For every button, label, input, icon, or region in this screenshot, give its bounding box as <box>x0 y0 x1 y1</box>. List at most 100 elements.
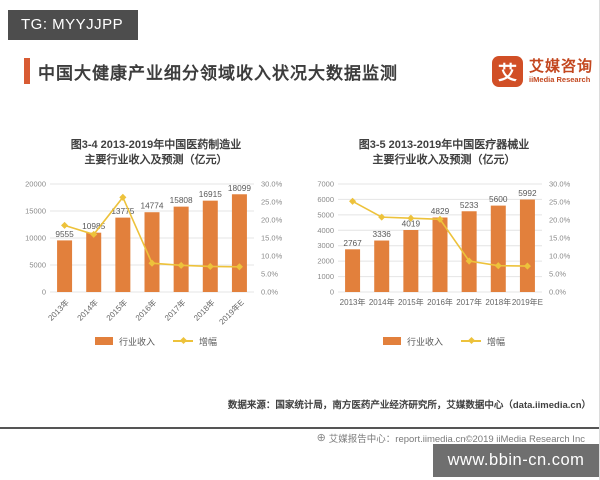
legend-line-label: 增幅 <box>199 336 218 347</box>
bar-value-label: 10985 <box>82 221 105 231</box>
y-right-tick: 0.0% <box>549 287 566 296</box>
chart-title: 图3-4 2013-2019年中国医药制造业 主要行业收入及预测（亿元） <box>10 138 302 168</box>
bar <box>173 206 189 292</box>
chart-medical-devices: 图3-5 2013-2019年中国医疗器械业 主要行业收入及预测（亿元） 700… <box>298 138 590 348</box>
bar <box>345 248 361 292</box>
legend-line-swatch <box>173 337 193 345</box>
y-right-tick: 15.0% <box>261 233 283 242</box>
legend-bar-swatch <box>382 337 401 346</box>
y-left-tick: 0 <box>42 287 46 296</box>
bar-value-label: 2767 <box>343 237 362 247</box>
report-center-footer: ⊕ 艾媒报告中心：report.iimedia.cn©2019 iiMedia … <box>317 431 585 445</box>
line-marker <box>465 257 473 265</box>
chart-pharma-plot: 20000 15000 10000 5000 0 30.0% 25.0% 20.0% 15.0%… <box>25 179 283 326</box>
chart-title-line1: 图3-4 2013-2019年中国医药制造业 <box>70 139 242 151</box>
chart-pharma-manufacturing: 图3-4 2013-2019年中国医药制造业 主要行业收入及预测（亿元） 200… <box>10 138 302 348</box>
data-source: 数据来源：国家统计局，南方医药产业经济研究所，艾媒数据中心（data.iimed… <box>227 400 591 411</box>
report-center-text: 艾媒报告中心：report.iimedia.cn©2019 iiMedia Re… <box>328 434 585 445</box>
bar <box>115 217 131 292</box>
chart-title: 图3-5 2013-2019年中国医疗器械业 主要行业收入及预测（亿元） <box>298 138 590 168</box>
bar-value-label: 3336 <box>372 229 391 239</box>
y-right-tick: 20.0% <box>261 215 283 224</box>
chart-title-line1: 图3-5 2013-2019年中国医疗器械业 <box>358 139 530 151</box>
x-tick-label: 2014年 <box>369 297 395 307</box>
legend-line-swatch <box>461 337 481 345</box>
bar-value-label: 5233 <box>460 199 479 209</box>
bar <box>374 240 390 292</box>
chart-devices-plot: 7000 6000 5000 4000 3000 2000 1000 0 30.0% 25.0% 2… <box>317 179 571 307</box>
y-left-tick: 10000 <box>25 233 46 242</box>
y-left-tick: 0 <box>330 287 334 296</box>
y-left-tick: 5000 <box>29 260 46 269</box>
globe-icon: ⊕ <box>316 431 326 444</box>
bar <box>461 210 477 292</box>
y-left-tick: 5000 <box>317 210 334 219</box>
chart-legend: 行业收入 增幅 <box>10 335 302 348</box>
bar-value-label: 15808 <box>170 195 193 205</box>
x-tick-label: 2018年 <box>485 297 511 307</box>
y-right-tick: 15.0% <box>549 233 571 242</box>
line-marker <box>349 197 357 205</box>
y-right-tick: 5.0% <box>261 269 278 278</box>
y-right-tick: 20.0% <box>549 215 571 224</box>
x-tick-label: 2017年 <box>456 297 482 307</box>
y-right-tick: 5.0% <box>549 269 566 278</box>
y-left-tick: 2000 <box>317 256 334 265</box>
bar <box>202 200 218 292</box>
bar <box>490 205 506 292</box>
bar <box>231 193 247 292</box>
bar-value-label: 4019 <box>402 218 421 228</box>
legend-bar-label: 行业收入 <box>406 336 443 347</box>
logo-name-cn: 艾媒咨询 <box>529 57 594 75</box>
x-tick-label: 2018年 <box>191 297 216 322</box>
bar-value-label: 14774 <box>140 200 163 210</box>
x-tick-label: 2013年 <box>46 297 71 322</box>
bar <box>403 229 419 292</box>
y-right-tick: 30.0% <box>261 179 283 188</box>
y-left-tick: 15000 <box>25 206 46 215</box>
y-right-tick: 10.0% <box>549 251 571 260</box>
tg-badge-label: TG: MYYJJPP <box>21 16 124 33</box>
bar <box>57 240 73 292</box>
y-right-tick: 25.0% <box>549 197 571 206</box>
bar-value-label: 16915 <box>199 189 222 199</box>
x-tick-label: 2017年 <box>162 297 187 322</box>
y-left-tick: 4000 <box>317 225 334 234</box>
tg-badge: TG: MYYJJPP <box>8 10 138 40</box>
bar-value-label: 5600 <box>489 194 508 204</box>
x-tick-label: 2014年 <box>75 297 100 322</box>
legend-bar-swatch <box>94 337 113 346</box>
x-tick-label: 2019年E <box>217 297 246 326</box>
y-left-tick: 3000 <box>317 241 334 250</box>
chart-legend: 行业收入 增幅 <box>298 335 590 348</box>
legend-line-label: 增幅 <box>487 336 506 347</box>
x-tick-label: 2019年E <box>512 297 543 307</box>
y-left-tick: 6000 <box>317 195 334 204</box>
bar <box>519 199 535 292</box>
x-tick-label: 2016年 <box>133 297 158 322</box>
x-tick-label: 2016年 <box>427 297 453 307</box>
chart-title-line2: 主要行业收入及预测（亿元） <box>84 153 228 166</box>
y-right-tick: 10.0% <box>261 251 283 260</box>
bar-value-label: 4829 <box>431 206 450 216</box>
x-tick-label: 2015年 <box>398 297 424 307</box>
x-tick-label: 2015年 <box>104 297 129 322</box>
y-left-tick: 7000 <box>317 179 334 188</box>
y-left-tick: 1000 <box>317 272 334 281</box>
chart-title-line2: 主要行业收入及预测（亿元） <box>372 153 516 166</box>
line-marker <box>436 215 444 223</box>
line-marker <box>61 221 69 229</box>
y-left-tick: 20000 <box>25 179 46 188</box>
bar <box>432 217 448 292</box>
y-right-tick: 0.0% <box>261 287 278 296</box>
bar-value-label: 9555 <box>55 229 74 239</box>
watermark: www.bbin-cn.com <box>433 444 599 477</box>
iimedia-logo: 艾 艾媒咨询 iiMedia Research <box>492 56 593 87</box>
line-marker <box>206 262 214 270</box>
x-tick-label: 2013年 <box>340 297 366 307</box>
y-right-tick: 25.0% <box>261 197 283 206</box>
bar-value-label: 5992 <box>518 188 537 198</box>
bar-value-label: 13775 <box>111 206 134 216</box>
title-accent-bar <box>24 58 30 84</box>
